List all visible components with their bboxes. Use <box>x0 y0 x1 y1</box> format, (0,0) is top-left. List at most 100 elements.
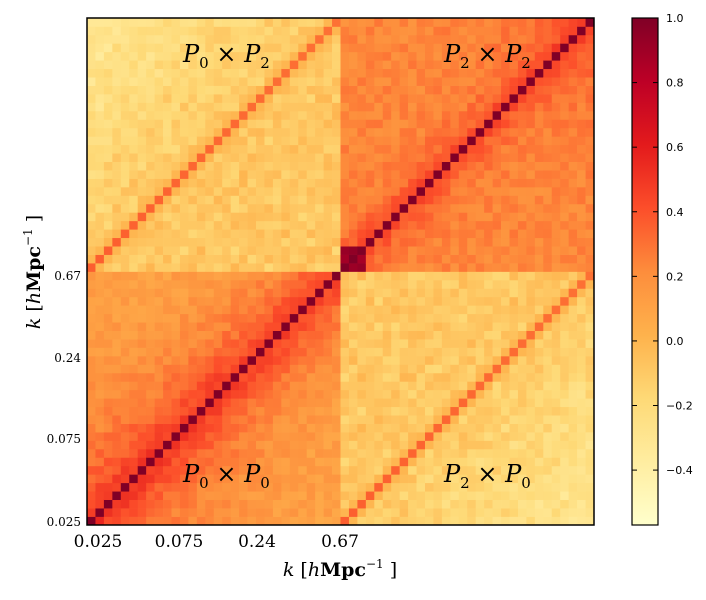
heatmap-cell <box>475 212 485 222</box>
heatmap-cell <box>230 94 240 103</box>
heatmap-cell <box>205 330 215 340</box>
heatmap-cell <box>306 491 316 500</box>
heatmap-cell <box>501 34 510 44</box>
heatmap-cell <box>501 465 510 475</box>
heatmap-cell <box>222 313 231 323</box>
heatmap-cell <box>340 127 350 137</box>
heatmap-cell <box>543 296 553 306</box>
heatmap-cell <box>450 296 460 306</box>
heatmap-cell <box>188 356 198 365</box>
heatmap-cell <box>196 448 206 458</box>
heatmap-cell <box>484 499 493 509</box>
heatmap-cell <box>534 271 544 281</box>
heatmap-cell <box>501 288 510 298</box>
heatmap-cell <box>239 136 248 146</box>
heatmap-cell <box>171 102 181 112</box>
heatmap-cell <box>391 203 400 213</box>
heatmap-cell <box>425 127 434 137</box>
heatmap-cell <box>196 330 206 340</box>
heatmap-cell <box>475 246 485 255</box>
heatmap-cell <box>560 482 569 492</box>
heatmap-cell <box>247 18 257 27</box>
heatmap-cell <box>315 263 324 272</box>
heatmap-cell <box>112 110 122 120</box>
heatmap-cell <box>416 406 426 416</box>
heatmap-cell <box>340 482 350 492</box>
heatmap-cell <box>517 237 527 247</box>
heatmap-cell <box>272 263 282 272</box>
heatmap-cell <box>272 347 282 357</box>
heatmap-cell <box>129 339 139 348</box>
heatmap-cell <box>154 474 164 484</box>
heatmap-cell <box>509 18 519 27</box>
heatmap-cell <box>425 195 434 205</box>
heatmap-cell <box>272 339 282 348</box>
heatmap-cell <box>272 161 282 171</box>
heatmap-cell <box>87 178 96 188</box>
heatmap-cell <box>272 26 282 36</box>
heatmap-cell <box>146 279 155 289</box>
heatmap-cell <box>382 389 392 399</box>
heatmap-cell <box>95 212 105 222</box>
heatmap-cell <box>534 448 544 458</box>
heatmap-cell <box>433 271 443 281</box>
heatmap-cell <box>281 271 291 281</box>
heatmap-cell <box>467 136 477 146</box>
heatmap-cell <box>484 516 493 526</box>
heatmap-cell <box>551 246 561 255</box>
heatmap-cell <box>129 296 139 306</box>
heatmap-cell <box>196 372 206 382</box>
heatmap-cell <box>365 389 375 399</box>
heatmap-cell <box>163 85 172 95</box>
heatmap-cell <box>357 432 367 441</box>
heatmap-cell <box>163 330 172 340</box>
heatmap-cell <box>272 229 282 239</box>
heatmap-cell <box>298 161 308 171</box>
heatmap-cell <box>484 119 493 129</box>
heatmap-cell <box>332 220 341 230</box>
heatmap-cell <box>551 110 561 120</box>
heatmap-cell <box>112 136 122 146</box>
heatmap-cell <box>179 170 189 179</box>
heatmap-cell <box>509 246 519 255</box>
heatmap-cell <box>272 508 282 517</box>
heatmap-cell <box>196 77 206 86</box>
heatmap-cell <box>526 499 536 509</box>
heatmap-cell <box>298 347 308 357</box>
heatmap-cell <box>163 347 172 357</box>
heatmap-cell <box>441 85 451 95</box>
heatmap-cell <box>264 381 274 391</box>
heatmap-cell <box>492 94 502 103</box>
heatmap-cell <box>95 246 105 255</box>
heatmap-cell <box>484 398 493 408</box>
heatmap-cell <box>230 220 240 230</box>
heatmap-cell <box>154 381 164 391</box>
heatmap-cell <box>501 178 510 188</box>
heatmap-cell <box>163 203 172 213</box>
heatmap-cell <box>222 339 231 348</box>
heatmap-cell <box>543 102 553 112</box>
heatmap-cell <box>441 305 451 315</box>
heatmap-cell <box>416 229 426 239</box>
heatmap-cell <box>382 102 392 112</box>
heatmap-cell <box>146 339 155 348</box>
heatmap-cell <box>543 457 553 467</box>
heatmap-cell <box>492 60 502 70</box>
heatmap-cell <box>120 102 130 112</box>
heatmap-cell <box>391 364 400 374</box>
heatmap-cell <box>289 195 299 205</box>
heatmap-cell <box>560 398 569 408</box>
heatmap-cell <box>289 406 299 416</box>
heatmap-cell <box>509 263 519 272</box>
heatmap-cell <box>213 178 223 188</box>
heatmap-cell <box>213 161 223 171</box>
heatmap-cell <box>120 51 130 61</box>
heatmap-cell <box>87 296 96 306</box>
heatmap-cell <box>239 415 248 424</box>
heatmap-cell <box>560 119 569 129</box>
heatmap-cell <box>492 153 502 162</box>
heatmap-cell <box>467 212 477 222</box>
heatmap-cell <box>298 356 308 365</box>
heatmap-cell <box>348 203 358 213</box>
heatmap-cell <box>129 499 139 509</box>
